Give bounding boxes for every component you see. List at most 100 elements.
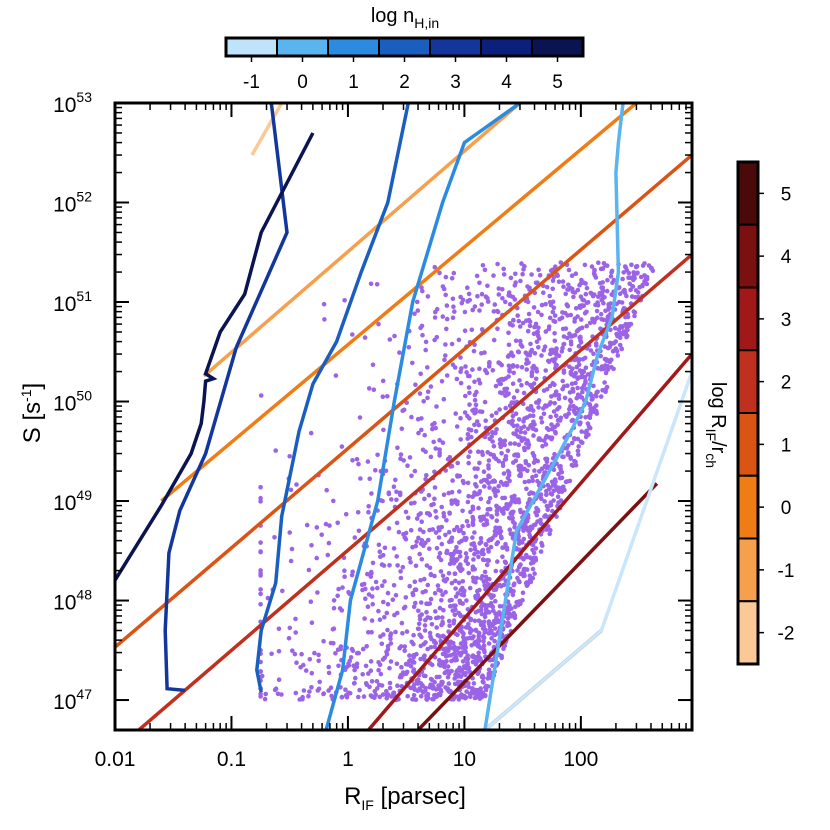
scatter-point bbox=[486, 499, 491, 505]
scatter-point bbox=[566, 282, 571, 288]
scatter-point bbox=[503, 405, 509, 411]
scatter-point bbox=[586, 424, 592, 429]
scatter-point bbox=[512, 581, 517, 586]
scatter-point bbox=[422, 623, 428, 628]
scatter-point bbox=[483, 609, 489, 614]
scatter-point bbox=[411, 632, 416, 638]
scatter-point bbox=[368, 659, 374, 664]
scatter-point bbox=[611, 366, 616, 372]
scatter-point bbox=[368, 693, 374, 698]
scatter-point bbox=[459, 300, 465, 306]
scatter-point bbox=[451, 560, 457, 566]
scatter-point bbox=[444, 326, 449, 332]
scatter-point bbox=[483, 574, 489, 580]
scatter-point bbox=[543, 301, 548, 307]
scatter-point bbox=[425, 294, 431, 299]
scatter-point bbox=[319, 532, 325, 537]
scatter-point bbox=[280, 588, 285, 594]
scatter-point bbox=[497, 437, 503, 443]
scatter-point bbox=[525, 284, 530, 289]
scatter-point bbox=[535, 329, 540, 335]
scatter-point bbox=[508, 501, 513, 506]
scatter-point bbox=[520, 590, 526, 596]
scatter-point bbox=[560, 310, 565, 315]
scatter-point bbox=[506, 353, 512, 358]
scatter-point bbox=[415, 416, 421, 422]
scatter-point bbox=[443, 589, 448, 595]
scatter-point bbox=[459, 592, 465, 597]
scatter-point bbox=[573, 271, 579, 277]
scatter-point bbox=[550, 309, 556, 315]
scatter-point bbox=[363, 586, 368, 592]
scatter-point bbox=[491, 273, 496, 278]
scatter-point bbox=[614, 349, 620, 354]
top-colorbar-label: 1 bbox=[348, 72, 359, 93]
scatter-point bbox=[449, 539, 454, 544]
scatter-point bbox=[538, 437, 543, 443]
scatter-point bbox=[491, 608, 496, 613]
scatter-point bbox=[417, 527, 423, 532]
scatter-point bbox=[479, 576, 484, 581]
scatter-point bbox=[393, 592, 399, 598]
scatter-point bbox=[575, 436, 581, 442]
scatter-point bbox=[331, 498, 336, 504]
scatter-point bbox=[258, 499, 263, 504]
scatter-point bbox=[518, 278, 523, 284]
scatter-point bbox=[427, 565, 433, 571]
scatter-point bbox=[417, 632, 423, 638]
scatter-point bbox=[432, 573, 437, 579]
scatter-point bbox=[293, 690, 299, 696]
scatter-point bbox=[511, 370, 516, 376]
scatter-point bbox=[486, 458, 492, 463]
scatter-point bbox=[461, 634, 466, 640]
scatter-point bbox=[358, 476, 363, 481]
scatter-point bbox=[369, 570, 374, 576]
scatter-point bbox=[463, 393, 468, 399]
scatter-point bbox=[385, 601, 391, 607]
scatter-point bbox=[335, 520, 341, 526]
scatter-point bbox=[434, 615, 439, 621]
scatter-point bbox=[568, 399, 574, 405]
scatter-point bbox=[376, 542, 382, 548]
scatter-point bbox=[468, 427, 474, 433]
scatter-point bbox=[493, 587, 499, 592]
scatter-point bbox=[482, 630, 488, 635]
scatter-point bbox=[407, 455, 413, 460]
scatter-point bbox=[501, 272, 507, 277]
scatter-point bbox=[473, 628, 479, 633]
scatter-point bbox=[485, 283, 490, 289]
scatter-point bbox=[434, 404, 439, 409]
scatter-point bbox=[480, 602, 486, 607]
scatter-point bbox=[453, 594, 459, 599]
scatter-point bbox=[536, 405, 541, 410]
scatter-point bbox=[464, 689, 469, 694]
scatter-point bbox=[526, 463, 532, 468]
scatter-point bbox=[605, 277, 610, 283]
scatter-point bbox=[590, 293, 596, 299]
scatter-point bbox=[415, 688, 421, 694]
scatter-point bbox=[473, 402, 479, 408]
scatter-point bbox=[439, 679, 444, 685]
scatter-point bbox=[458, 355, 463, 360]
scatter-point bbox=[346, 590, 351, 595]
scatter-point bbox=[484, 683, 489, 689]
scatter-point bbox=[486, 621, 492, 626]
scatter-point bbox=[476, 505, 481, 511]
scatter-point bbox=[336, 586, 341, 592]
scatter-point bbox=[571, 294, 576, 300]
scatter-point bbox=[461, 638, 467, 644]
right-colorbar-swatch bbox=[737, 161, 759, 226]
scatter-point bbox=[501, 644, 507, 649]
scatter-point bbox=[428, 571, 434, 577]
scatter-point bbox=[419, 323, 425, 329]
scatter-point bbox=[335, 593, 341, 599]
scatter-point bbox=[457, 489, 462, 494]
scatter-point bbox=[516, 417, 522, 422]
scatter-point bbox=[455, 460, 461, 466]
scatter-point bbox=[477, 409, 483, 414]
scatter-point bbox=[331, 598, 337, 603]
scatter-point bbox=[450, 315, 456, 321]
scatter-point bbox=[381, 427, 386, 433]
scatter-point bbox=[477, 308, 482, 313]
scatter-point bbox=[477, 515, 483, 520]
